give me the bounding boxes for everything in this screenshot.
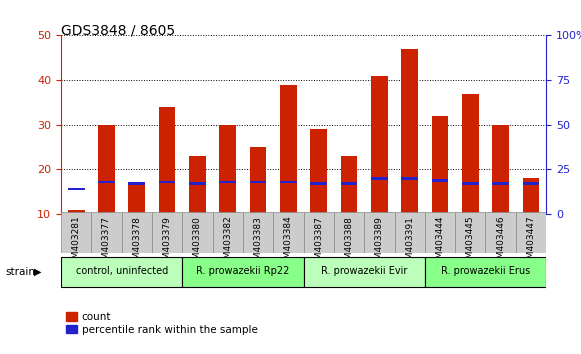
Bar: [189, 182, 206, 185]
Bar: [364, 212, 394, 253]
Text: R. prowazekii Evir: R. prowazekii Evir: [321, 266, 407, 276]
Bar: [128, 182, 145, 185]
Bar: [371, 76, 388, 214]
Bar: [61, 257, 182, 287]
Bar: [425, 212, 455, 253]
Bar: [280, 85, 297, 214]
Text: GSM403281: GSM403281: [71, 216, 81, 270]
Bar: [340, 156, 357, 214]
Bar: [340, 182, 357, 185]
Text: GSM403447: GSM403447: [526, 216, 536, 270]
Bar: [243, 212, 273, 253]
Text: GSM403388: GSM403388: [345, 216, 354, 270]
Bar: [432, 179, 449, 182]
Legend: count, percentile rank within the sample: count, percentile rank within the sample: [66, 312, 258, 335]
Bar: [68, 188, 84, 190]
Text: GSM403378: GSM403378: [132, 216, 141, 270]
Text: GSM403382: GSM403382: [223, 216, 232, 270]
Bar: [334, 212, 364, 253]
Text: R. prowazekii Erus: R. prowazekii Erus: [441, 266, 530, 276]
Bar: [303, 257, 425, 287]
Bar: [425, 257, 546, 287]
Bar: [159, 107, 175, 214]
Bar: [432, 116, 449, 214]
Bar: [98, 181, 115, 183]
Bar: [394, 212, 425, 253]
Bar: [310, 182, 327, 185]
Text: GSM403387: GSM403387: [314, 216, 323, 270]
Text: GSM403389: GSM403389: [375, 216, 384, 270]
Text: GSM403446: GSM403446: [496, 216, 505, 270]
Bar: [303, 212, 334, 253]
Bar: [462, 182, 479, 185]
Bar: [98, 125, 115, 214]
Text: GSM403380: GSM403380: [193, 216, 202, 270]
Bar: [250, 147, 267, 214]
Bar: [455, 212, 486, 253]
Bar: [250, 181, 267, 183]
Bar: [189, 156, 206, 214]
Text: control, uninfected: control, uninfected: [76, 266, 168, 276]
Bar: [492, 182, 509, 185]
Bar: [280, 181, 297, 183]
Bar: [121, 212, 152, 253]
Text: GSM403384: GSM403384: [284, 216, 293, 270]
Bar: [401, 177, 418, 180]
Text: GSM403391: GSM403391: [405, 216, 414, 270]
Text: GSM403377: GSM403377: [102, 216, 111, 270]
Bar: [401, 49, 418, 214]
Bar: [523, 178, 539, 214]
Bar: [91, 212, 121, 253]
Bar: [310, 129, 327, 214]
Text: R. prowazekii Rp22: R. prowazekii Rp22: [196, 266, 289, 276]
Bar: [182, 257, 303, 287]
Text: GSM403383: GSM403383: [253, 216, 263, 270]
Text: strain: strain: [6, 267, 36, 277]
Text: GDS3848 / 8605: GDS3848 / 8605: [61, 23, 175, 37]
Bar: [516, 212, 546, 253]
Bar: [68, 210, 84, 214]
Bar: [492, 125, 509, 214]
Bar: [159, 181, 175, 183]
Bar: [486, 212, 516, 253]
Bar: [220, 125, 236, 214]
Bar: [61, 212, 91, 253]
Bar: [462, 93, 479, 214]
Bar: [273, 212, 303, 253]
Text: ▶: ▶: [34, 267, 41, 277]
Bar: [128, 183, 145, 214]
Bar: [213, 212, 243, 253]
Bar: [523, 182, 539, 185]
Text: GSM403379: GSM403379: [163, 216, 171, 270]
Bar: [220, 181, 236, 183]
Bar: [371, 177, 388, 180]
Text: GSM403445: GSM403445: [466, 216, 475, 270]
Text: GSM403444: GSM403444: [436, 216, 444, 270]
Bar: [182, 212, 213, 253]
Bar: [152, 212, 182, 253]
